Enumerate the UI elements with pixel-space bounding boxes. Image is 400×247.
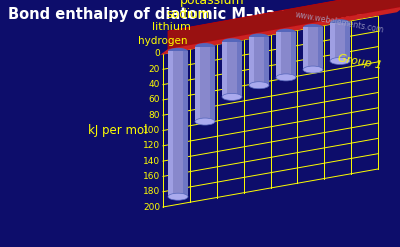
Polygon shape (168, 0, 400, 49)
Polygon shape (249, 37, 254, 85)
Text: 40: 40 (149, 80, 160, 89)
Polygon shape (210, 47, 215, 122)
Polygon shape (291, 32, 296, 77)
Text: 0: 0 (154, 49, 160, 59)
Text: kJ per mol: kJ per mol (88, 124, 148, 137)
Ellipse shape (330, 19, 350, 26)
Text: 100: 100 (143, 126, 160, 135)
Text: 120: 120 (143, 141, 160, 150)
Text: potassium: potassium (180, 0, 245, 7)
Ellipse shape (222, 38, 242, 45)
Polygon shape (303, 27, 323, 70)
Ellipse shape (168, 48, 188, 55)
Polygon shape (160, 6, 400, 55)
Text: 80: 80 (148, 111, 160, 120)
Text: 140: 140 (143, 157, 160, 165)
Text: Group 1: Group 1 (337, 53, 383, 71)
Text: 200: 200 (143, 203, 160, 211)
Text: sodium: sodium (166, 8, 209, 21)
Polygon shape (330, 23, 350, 61)
Polygon shape (222, 42, 242, 97)
Text: 180: 180 (143, 187, 160, 196)
Polygon shape (195, 47, 215, 122)
Ellipse shape (249, 82, 269, 89)
Ellipse shape (303, 66, 323, 73)
Polygon shape (222, 42, 227, 97)
Polygon shape (318, 27, 323, 70)
Polygon shape (195, 47, 200, 122)
Ellipse shape (276, 29, 296, 36)
Polygon shape (276, 32, 281, 77)
Text: hydrogen: hydrogen (138, 36, 188, 46)
Ellipse shape (249, 34, 269, 41)
Polygon shape (183, 51, 188, 197)
Polygon shape (330, 23, 335, 61)
Ellipse shape (303, 24, 323, 31)
Polygon shape (249, 37, 269, 85)
Polygon shape (345, 23, 350, 61)
Polygon shape (303, 27, 308, 70)
Polygon shape (237, 42, 242, 97)
Ellipse shape (222, 93, 242, 100)
Text: 20: 20 (149, 65, 160, 74)
Ellipse shape (276, 74, 296, 81)
Text: Bond enthalpy of diatomic M–Na molecules: Bond enthalpy of diatomic M–Na molecules (8, 7, 364, 22)
Ellipse shape (195, 43, 215, 50)
Polygon shape (168, 51, 173, 197)
Text: www.webelements.com: www.webelements.com (295, 10, 385, 34)
Ellipse shape (168, 193, 188, 200)
Ellipse shape (330, 58, 350, 64)
Text: lithium: lithium (152, 22, 191, 32)
Ellipse shape (195, 118, 215, 125)
Polygon shape (276, 32, 296, 77)
Polygon shape (264, 37, 269, 85)
Text: 160: 160 (143, 172, 160, 181)
Polygon shape (168, 51, 188, 197)
Text: 60: 60 (148, 95, 160, 104)
